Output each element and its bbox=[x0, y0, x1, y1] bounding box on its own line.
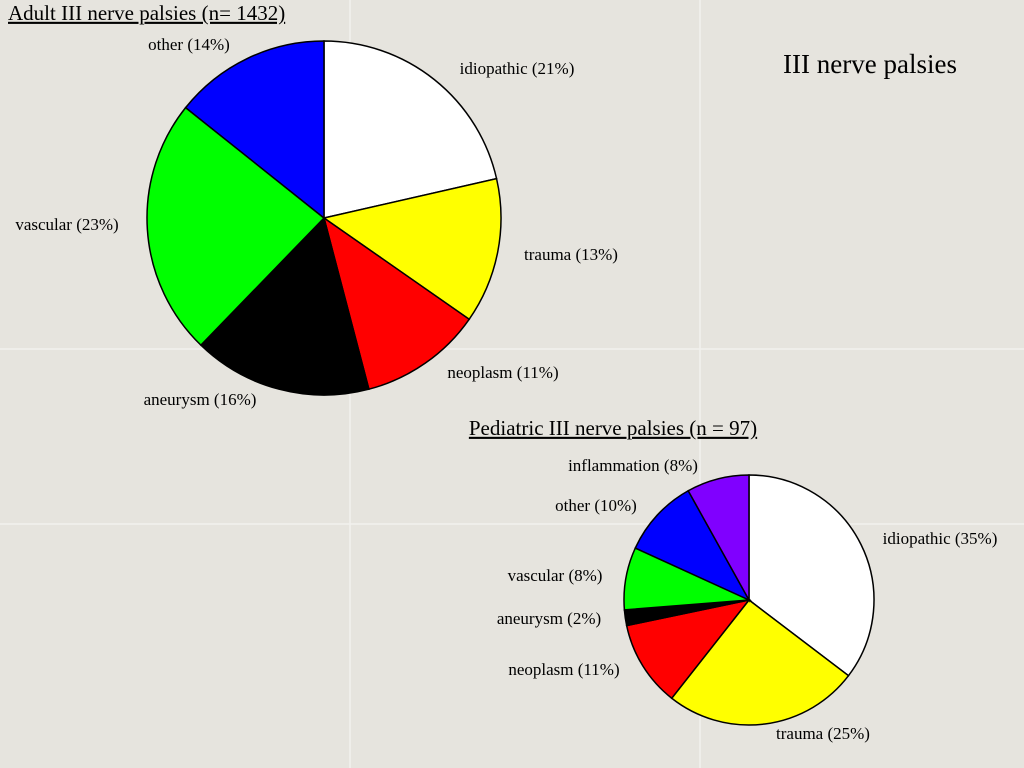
slice-label: aneurysm (16%) bbox=[144, 390, 257, 409]
slice-label: vascular (23%) bbox=[15, 215, 118, 234]
slice-label: trauma (13%) bbox=[524, 245, 618, 264]
slice-label: other (10%) bbox=[555, 496, 637, 515]
pie-slice bbox=[146, 106, 326, 347]
chart-title: Adult III nerve palsies (n= 1432) bbox=[8, 1, 285, 25]
pie-slice bbox=[322, 177, 502, 321]
pie-slice bbox=[670, 598, 850, 726]
chart-title: Pediatric III nerve palsies (n = 97) bbox=[469, 416, 757, 440]
pie-slice bbox=[322, 216, 471, 391]
slice-label: neoplasm (11%) bbox=[447, 363, 558, 382]
slice-label: idiopathic (35%) bbox=[883, 529, 998, 548]
pie-slice bbox=[748, 474, 875, 677]
slide-title: III nerve palsies bbox=[783, 49, 957, 79]
pie-slice bbox=[634, 489, 751, 602]
slice-label: inflammation (8%) bbox=[568, 456, 698, 475]
pie-slice bbox=[184, 40, 325, 220]
slice-label: trauma (25%) bbox=[776, 724, 870, 743]
slice-label: aneurysm (2%) bbox=[497, 609, 601, 628]
pie-slice bbox=[323, 40, 498, 219]
pie-slice bbox=[625, 598, 751, 700]
pie-slice bbox=[199, 216, 370, 396]
slice-label: vascular (8%) bbox=[508, 566, 603, 585]
pie-slice bbox=[687, 474, 750, 603]
slice-label: idiopathic (21%) bbox=[460, 59, 575, 78]
slice-label: neoplasm (11%) bbox=[508, 660, 619, 679]
slice-label: other (14%) bbox=[148, 35, 230, 54]
